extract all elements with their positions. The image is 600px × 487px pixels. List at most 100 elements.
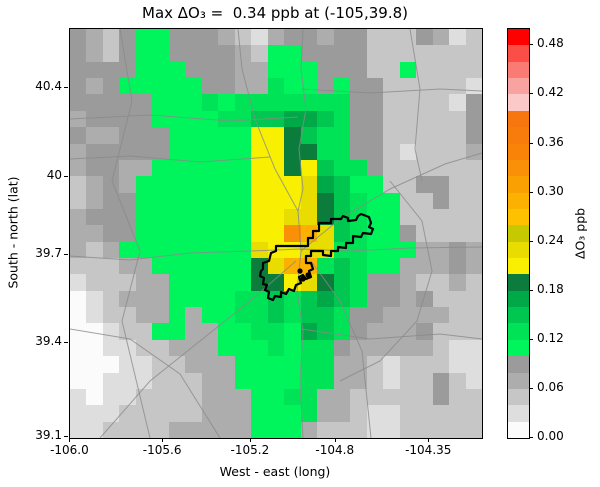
heatmap-cell [267, 372, 285, 389]
colorbar-tick-mark [529, 289, 533, 291]
heatmap-cell [350, 29, 367, 46]
heatmap-cell [366, 307, 384, 324]
heatmap-cell [300, 61, 318, 79]
heatmap-cell [284, 290, 301, 308]
heatmap-cell [449, 258, 466, 275]
heatmap-cell [284, 159, 301, 177]
colorbar-band [508, 307, 529, 324]
heatmap-cell [300, 290, 318, 308]
heatmap-cell [86, 159, 103, 177]
colorbar-band [508, 225, 529, 242]
heatmap-cell [284, 127, 301, 144]
colorbar-band [508, 372, 529, 389]
heatmap-cell [383, 29, 400, 46]
heatmap-cell [317, 127, 334, 144]
heatmap-cell [383, 45, 400, 62]
heatmap-cell [201, 274, 219, 291]
heatmap-cell [185, 143, 202, 160]
heatmap-cell [267, 339, 285, 357]
heatmap-cell [86, 176, 103, 193]
x-axis-label: West - east (long) [219, 464, 331, 479]
heatmap-cell [86, 45, 103, 62]
heatmap-cell [251, 143, 268, 160]
heatmap-cell [201, 241, 219, 259]
heatmap-cell [333, 94, 351, 111]
colorbar-tick-label: 0.18 [537, 281, 564, 296]
heatmap-cell [185, 127, 202, 144]
heatmap-cell [185, 258, 202, 275]
heatmap-cell [416, 388, 433, 406]
heatmap-cell [416, 208, 433, 226]
heatmap-cell [135, 372, 153, 389]
heatmap-cell [366, 339, 384, 357]
heatmap-cell [135, 78, 153, 95]
marker-dot [305, 272, 311, 278]
heatmap-cell [152, 208, 169, 226]
heatmap-cell [366, 274, 384, 291]
heatmap-cell [465, 61, 482, 79]
heatmap-cell [449, 225, 466, 242]
heatmap-cell [218, 241, 235, 259]
heatmap-cell [416, 29, 433, 46]
x-tick-mark [69, 438, 71, 442]
heatmap-cell [201, 421, 219, 438]
heatmap-cell [102, 241, 120, 259]
heatmap-cell [366, 110, 384, 128]
heatmap-cell [432, 110, 450, 128]
heatmap-cell [70, 45, 87, 62]
heatmap-cell [185, 241, 202, 259]
heatmap-cell [119, 405, 136, 422]
heatmap-cell [119, 241, 136, 259]
heatmap-cell [383, 94, 400, 111]
heatmap-cell [185, 372, 202, 389]
heatmap-cell [102, 127, 120, 144]
heatmap-cell [432, 225, 450, 242]
heatmap-cell [168, 159, 186, 177]
heatmap-cell [102, 356, 120, 373]
heatmap-cell [168, 274, 186, 291]
heatmap-cell [383, 241, 400, 259]
colorbar-band [508, 241, 529, 259]
colorbar-label: ΔO₃ ppb [572, 207, 588, 260]
heatmap-cell [168, 192, 186, 209]
heatmap-cell [366, 176, 384, 193]
heatmap-cell [185, 29, 202, 46]
heatmap-cell [70, 127, 87, 144]
heatmap-cell [135, 258, 153, 275]
heatmap-cell [201, 61, 219, 79]
heatmap-cell [168, 290, 186, 308]
heatmap-cell [201, 159, 219, 177]
heatmap-cell [284, 45, 301, 62]
heatmap-cell [234, 307, 252, 324]
heatmap-cell [432, 405, 450, 422]
heatmap-cell [102, 421, 120, 438]
road-line [339, 180, 433, 382]
heatmap-cell [185, 192, 202, 209]
colorbar-band [508, 159, 529, 177]
heatmap-cell [185, 405, 202, 422]
heatmap-cell [201, 356, 219, 373]
heatmap-cell [218, 372, 235, 389]
heatmap-cell [152, 225, 169, 242]
heatmap-cell [449, 29, 466, 46]
heatmap-cell [432, 45, 450, 62]
heatmap-cell [432, 388, 450, 406]
heatmap-cell [432, 192, 450, 209]
heatmap-cell [135, 94, 153, 111]
colorbar-tick-mark [529, 142, 533, 144]
heatmap-cell [251, 339, 268, 357]
heatmap-cell [333, 61, 351, 79]
heatmap-cell [416, 94, 433, 111]
colorbar-band [508, 127, 529, 144]
heatmap-cell [152, 307, 169, 324]
colorbar-label-wrap: ΔO₃ ppb [568, 164, 592, 304]
heatmap-cell [218, 405, 235, 422]
heatmap-cell [218, 323, 235, 340]
heatmap-cell [267, 143, 285, 160]
heatmap-cell [350, 176, 367, 193]
heatmap-cell [399, 274, 417, 291]
heatmap-cell [465, 339, 482, 357]
heatmap-cell [185, 323, 202, 340]
heatmap-cell [350, 241, 367, 259]
heatmap-cell [185, 176, 202, 193]
